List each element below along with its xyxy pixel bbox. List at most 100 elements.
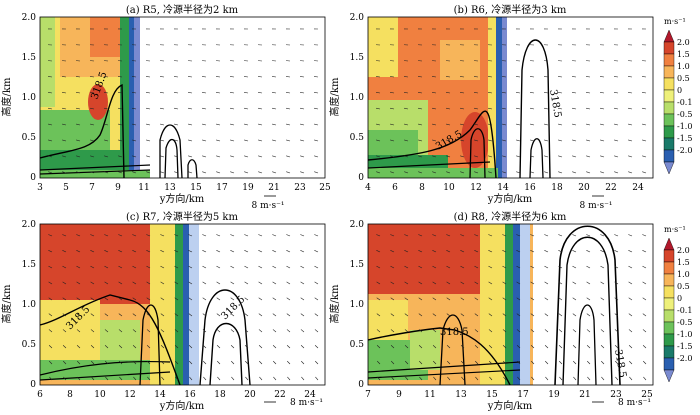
panel-d-ylabel: 高度/km (328, 284, 341, 323)
svg-text:7: 7 (365, 390, 371, 400)
svg-text:21: 21 (268, 183, 279, 193)
panel-d-field: 318.5 318.5 (368, 224, 653, 385)
colorbar-segment (664, 102, 674, 114)
colorbar-label: 1.5 (677, 50, 690, 59)
colorbar-label: 1.0 (677, 62, 690, 71)
colorbar-segment (664, 262, 674, 274)
panel-b-xlabel: y方向/km (487, 192, 533, 205)
svg-text:16: 16 (184, 390, 196, 400)
svg-text:17: 17 (517, 390, 529, 400)
svg-text:20: 20 (578, 183, 590, 193)
panel-a-field: 318.5 (40, 17, 325, 178)
svg-text:18: 18 (214, 390, 226, 400)
panel-c-title: (c) R7, 冷源半径为5 km (126, 210, 238, 223)
svg-text:1.0: 1.0 (350, 93, 365, 103)
svg-text:10: 10 (94, 390, 106, 400)
colorbar-label: -0.5 (677, 318, 692, 327)
colorbar-segment (664, 42, 674, 54)
svg-text:6: 6 (37, 390, 43, 400)
svg-text:3: 3 (37, 183, 43, 193)
colorbar-segment (664, 358, 674, 370)
panel-b-yticks: 2.0 1.5 1.0 0.5 0 (350, 13, 365, 183)
colorbar-segment (664, 90, 674, 102)
svg-text:13: 13 (455, 390, 467, 400)
colorbar-top: m·s⁻¹ 2.0 1.5 1.0 0.5 0 -0.1 -0.5 -1.0 -1.5 -2.0 (664, 17, 692, 174)
svg-text:2.0: 2.0 (22, 220, 37, 230)
colorbar-unit: m·s⁻¹ (664, 17, 686, 26)
svg-text:7: 7 (89, 183, 95, 193)
colorbar-label: -1.0 (677, 122, 692, 131)
svg-text:1.5: 1.5 (350, 53, 365, 63)
svg-text:12: 12 (124, 390, 135, 400)
svg-text:23: 23 (294, 183, 306, 193)
panel-c-field: 318.5 318.5 (40, 224, 325, 385)
colorbar-segment (664, 274, 674, 286)
svg-text:15: 15 (190, 183, 202, 193)
svg-text:0: 0 (30, 380, 36, 390)
panel-a-vector-ref: 8 m·s⁻¹ (252, 196, 285, 211)
svg-text:12: 12 (470, 183, 481, 193)
colorbar-label: -2.0 (677, 146, 692, 155)
svg-text:15: 15 (486, 390, 498, 400)
svg-text:8 m·s⁻¹: 8 m·s⁻¹ (290, 398, 323, 408)
panel-a: (a) R5, 冷源半径为2 km 318.5 高度/km (0, 3, 331, 211)
colorbar-segment (664, 322, 674, 334)
svg-text:19: 19 (548, 390, 560, 400)
svg-text:8 m·s⁻¹: 8 m·s⁻¹ (580, 201, 613, 211)
panel-b-vector-ref: 8 m·s⁻¹ (580, 196, 613, 211)
colorbar-top-extension (664, 238, 674, 250)
svg-text:2.0: 2.0 (22, 13, 37, 23)
colorbar-segment (664, 346, 674, 358)
svg-text:0: 0 (358, 380, 364, 390)
panel-b-field: 318.5 318.5 (368, 17, 653, 178)
colorbar-label: -0.1 (677, 98, 692, 107)
panel-c-xticks: 6 8 10 12 14 16 18 20 22 24 (37, 390, 316, 400)
svg-text:318.5: 318.5 (440, 327, 469, 338)
svg-text:8 m·s⁻¹: 8 m·s⁻¹ (252, 201, 285, 211)
panel-d-contour-label-1: 318.5 (440, 327, 469, 338)
colorbar-unit: m·s⁻¹ (664, 225, 686, 234)
colorbar-top-extension (664, 30, 674, 42)
svg-text:0.5: 0.5 (22, 340, 37, 350)
svg-text:1.5: 1.5 (22, 260, 37, 270)
svg-text:2.0: 2.0 (350, 220, 365, 230)
svg-text:10: 10 (443, 183, 455, 193)
panel-d-xticks: 7 9 11 13 15 17 19 21 23 25 (365, 390, 653, 400)
svg-text:1.0: 1.0 (22, 93, 37, 103)
svg-text:20: 20 (244, 390, 256, 400)
panel-c-xlabel: y方向/km (159, 399, 205, 411)
svg-text:19: 19 (242, 183, 254, 193)
colorbar-segment (664, 138, 674, 150)
colorbar-label: 0.5 (677, 282, 690, 291)
svg-text:0.5: 0.5 (22, 133, 37, 143)
colorbar-label: -1.5 (677, 134, 692, 143)
colorbar-label: 0 (677, 86, 682, 95)
panel-b: (b) R6, 冷源半径为3 km 318.5 318.5 (328, 3, 653, 211)
colorbar-segment (664, 66, 674, 78)
svg-text:8 m·s⁻¹: 8 m·s⁻¹ (618, 398, 651, 408)
panel-d-title: (d) R8, 冷源半径为6 km (454, 210, 567, 223)
colorbar-segment (664, 250, 674, 262)
svg-text:11: 11 (138, 183, 149, 193)
panel-c: (c) R7, 冷源半径为5 km 318.5 318.5 (0, 210, 325, 411)
panel-b-title: (b) R6, 冷源半径为3 km (454, 3, 567, 16)
colorbar-label: 2.0 (677, 38, 690, 47)
svg-text:8: 8 (67, 390, 73, 400)
colorbar-segment (664, 298, 674, 310)
panel-c-ylabel: 高度/km (0, 284, 13, 323)
svg-text:2.0: 2.0 (350, 13, 365, 23)
svg-text:9: 9 (115, 183, 121, 193)
colorbar-label: -1.0 (677, 330, 692, 339)
colorbar-segment (664, 150, 674, 162)
colorbar-label: 1.0 (677, 270, 690, 279)
colorbar-label: -2.0 (677, 354, 692, 363)
colorbar-label: 0.5 (677, 74, 690, 83)
colorbar-segment (664, 310, 674, 322)
colorbar-label: 0 (677, 294, 682, 303)
colorbar-label: -0.5 (677, 110, 692, 119)
panel-d-xlabel: y方向/km (487, 399, 533, 411)
svg-text:13: 13 (164, 183, 176, 193)
svg-text:1.5: 1.5 (22, 53, 37, 63)
